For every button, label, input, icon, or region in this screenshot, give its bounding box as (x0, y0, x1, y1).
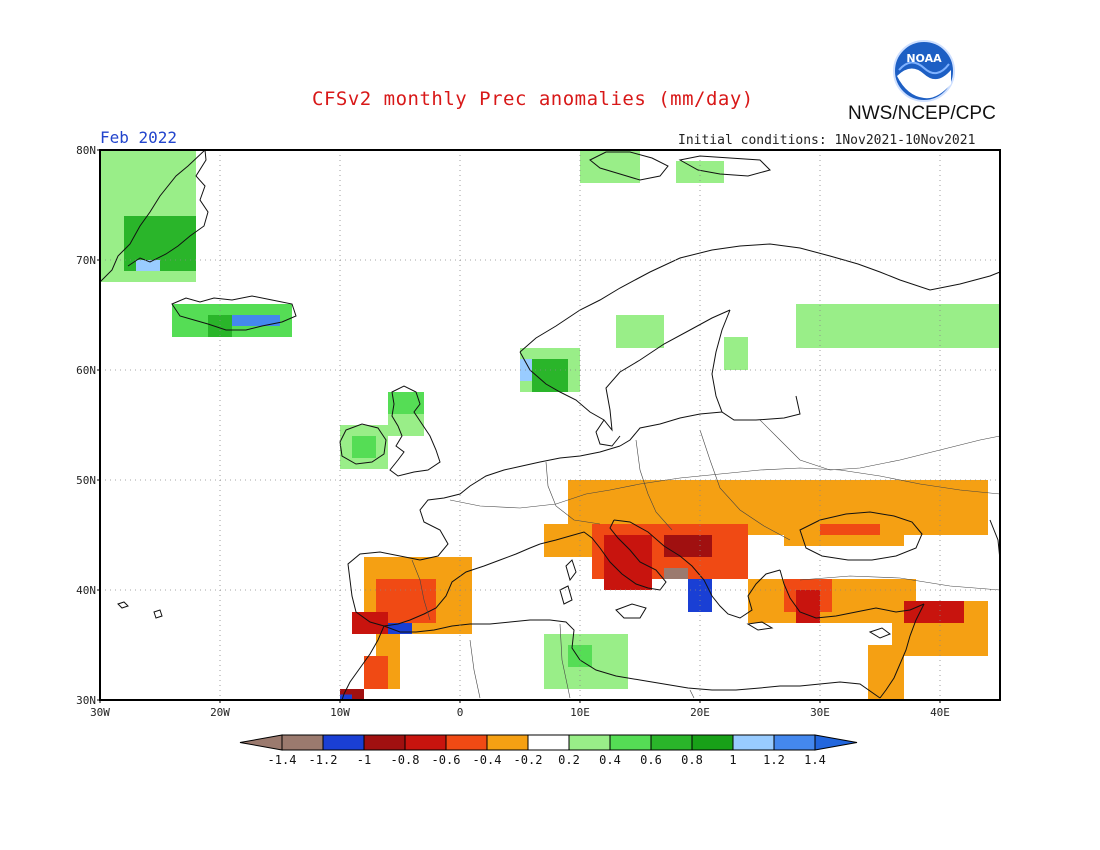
colorbar-swatch (609, 734, 652, 751)
colorbar-swatch (363, 734, 406, 751)
anomaly-cell (724, 337, 748, 370)
colorbar-label: 1.4 (804, 753, 826, 767)
colorbar-label: -1 (357, 753, 371, 767)
map-title: CFSv2 monthly Prec anomalies (mm/day) (312, 88, 754, 110)
lat-label: 30N (76, 694, 96, 707)
lon-label: 20E (690, 706, 710, 719)
anomaly-cell (352, 436, 376, 458)
anomaly-cell (904, 601, 964, 623)
colorbar-label: -0.4 (473, 753, 502, 767)
anomaly-cell (580, 150, 640, 183)
anomaly-cell (364, 656, 388, 689)
anomaly-cell (232, 315, 280, 326)
colorbar-swatch (322, 734, 365, 751)
colorbar-arrow-low (239, 734, 283, 751)
initial-conditions: Initial conditions: 1Nov2021-10Nov2021 (678, 133, 976, 148)
colorbar-arrow-high (814, 734, 858, 751)
noaa-logo: NOAA (893, 40, 955, 102)
anomaly-cell (664, 535, 712, 557)
lat-label: 40N (76, 584, 96, 597)
colorbar-label: 1.2 (763, 753, 785, 767)
anomaly-cell (664, 568, 688, 579)
longitude-labels: 30W 20W 10W 0 10E 20E 30E 40E (90, 700, 950, 719)
lat-label: 80N (76, 144, 96, 157)
lon-label: 30W (90, 706, 110, 719)
agency-label: NWS/NCEP/CPC (848, 103, 996, 124)
lon-label: 0 (457, 706, 464, 719)
lat-label: 50N (76, 474, 96, 487)
anomaly-cell (868, 645, 904, 700)
anomaly-cell (796, 304, 1000, 348)
latitude-labels: 30N 40N 50N 60N 70N 80N (76, 144, 100, 707)
colorbar-label: -0.2 (514, 753, 543, 767)
lat-label: 70N (76, 254, 96, 267)
colorbar-label: 0.2 (558, 753, 580, 767)
anomaly-cell (388, 392, 424, 414)
colorbar-swatch (568, 734, 611, 751)
graticule (100, 150, 1000, 700)
colorbar-label: -1.4 (268, 753, 297, 767)
colorbar-swatch (691, 734, 734, 751)
lon-label: 20W (210, 706, 230, 719)
colorbar: -1.4 -1.2 -1 -0.8 -0.6 -0.4 -0.2 0.2 0.4 0.6 0.8 1 1… (239, 734, 858, 767)
colorbar-label: 1 (729, 753, 736, 767)
anomaly-cell (820, 524, 880, 535)
colorbar-label: -0.8 (391, 753, 420, 767)
colorbar-label: -1.2 (309, 753, 338, 767)
lon-label: 10E (570, 706, 590, 719)
colorbar-label: 0.8 (681, 753, 703, 767)
lon-label: 40E (930, 706, 950, 719)
colorbar-label: 0.6 (640, 753, 662, 767)
lon-label: 10W (330, 706, 350, 719)
anomaly-cell (604, 535, 652, 590)
colorbar-swatch (773, 734, 816, 751)
noaa-logo-text: NOAA (906, 52, 942, 65)
colorbar-label: -0.6 (432, 753, 461, 767)
forecast-month: Feb 2022 (100, 128, 178, 147)
lat-label: 60N (76, 364, 96, 377)
colorbar-swatch (404, 734, 447, 751)
anomaly-cell (616, 315, 664, 348)
colorbar-swatch (486, 734, 529, 751)
anomaly-cell (388, 623, 412, 634)
anomaly-cell (532, 359, 568, 392)
anomaly-cell (136, 260, 160, 271)
anomaly-cell (340, 694, 352, 700)
anomaly-cell (676, 161, 724, 183)
colorbar-swatch (650, 734, 693, 751)
anomaly-fill-layer (100, 150, 1000, 700)
colorbar-swatch (281, 734, 324, 751)
map-frame (99, 149, 1001, 701)
anomaly-cell (352, 612, 388, 634)
colorbar-swatch (527, 734, 570, 751)
colorbar-swatch (445, 734, 488, 751)
lon-label: 30E (810, 706, 830, 719)
colorbar-swatch (732, 734, 775, 751)
colorbar-label: 0.4 (599, 753, 621, 767)
